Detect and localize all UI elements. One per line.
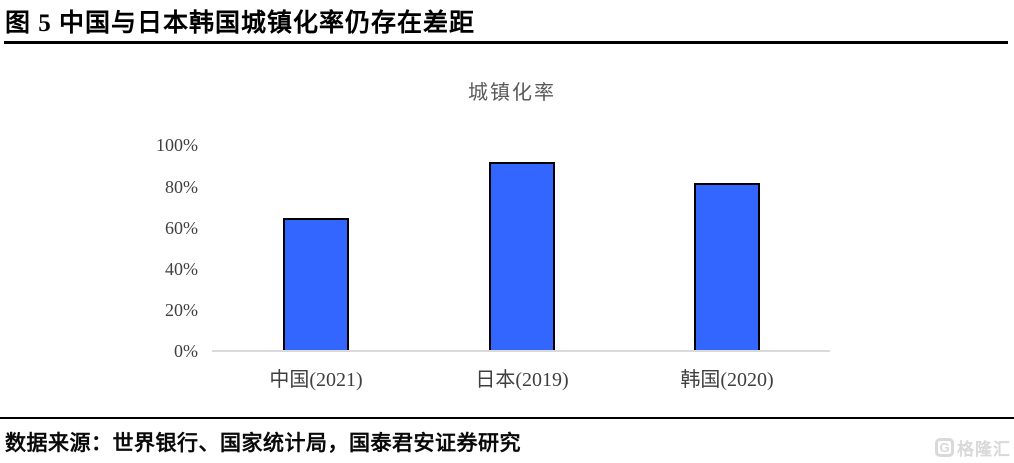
title-underline-rule [4,41,1008,44]
bar-japan [489,162,555,352]
chart-title: 城镇化率 [468,82,556,104]
footer-separator-rule [0,417,1014,419]
y-axis-tick-20: 20% [165,300,198,320]
y-axis-tick-80: 80% [165,177,198,197]
gelonghui-watermark: G 格隆汇 [935,435,1011,460]
y-axis-tick-100: 100% [156,135,198,155]
y-axis-tick-0: 0% [174,341,198,361]
y-axis-tick-40: 40% [165,259,198,279]
bar-china [283,218,349,352]
figure-title: 图 5 中国与日本韩国城镇化率仍存在差距 [5,10,476,37]
y-axis-tick-60: 60% [165,218,198,238]
bar-korea [694,183,760,352]
data-source-note: 数据来源：世界银行、国家统计局，国泰君安证券研究 [5,431,521,455]
gelonghui-g-icon: G [935,438,954,457]
x-axis-baseline [212,350,830,352]
x-axis-label-japan: 日本(2019) [475,369,569,391]
x-axis-label-china: 中国(2021) [269,369,363,391]
gelonghui-logo-text: 格隆汇 [957,440,1011,459]
x-axis-label-korea: 韩国(2020) [680,369,774,391]
